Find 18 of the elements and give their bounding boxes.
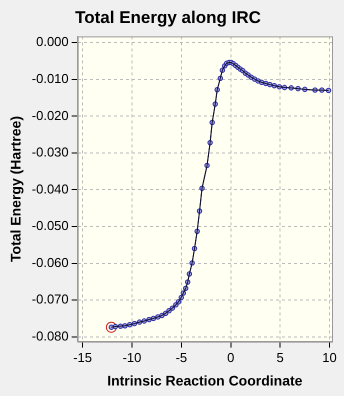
y-tick-label: -0.070 bbox=[32, 292, 69, 307]
x-tick-label: -10 bbox=[122, 350, 142, 365]
x-tick-label: 5 bbox=[276, 350, 284, 365]
y-tick-label: -0.030 bbox=[32, 144, 69, 160]
x-axis-title: Intrinsic Reaction Coordinate bbox=[107, 372, 303, 388]
y-tick-label: 0.000 bbox=[36, 34, 69, 50]
x-tick-label: -15 bbox=[73, 350, 92, 365]
y-tick-label: -0.060 bbox=[32, 254, 69, 270]
y-tick-label: -0.010 bbox=[32, 71, 69, 86]
y-tick-label: -0.040 bbox=[32, 181, 69, 196]
x-tick-label: 0 bbox=[227, 350, 234, 365]
y-tick-label: -0.050 bbox=[32, 218, 69, 234]
chart-title: Total Energy along IRC bbox=[75, 8, 261, 27]
x-tick-label: -5 bbox=[176, 350, 188, 365]
x-tick-label: 10 bbox=[322, 350, 337, 365]
y-tick-label: -0.020 bbox=[32, 108, 69, 123]
y-tick-label: -0.080 bbox=[32, 328, 69, 344]
y-axis-title: Total Energy (Hartree) bbox=[7, 116, 24, 262]
